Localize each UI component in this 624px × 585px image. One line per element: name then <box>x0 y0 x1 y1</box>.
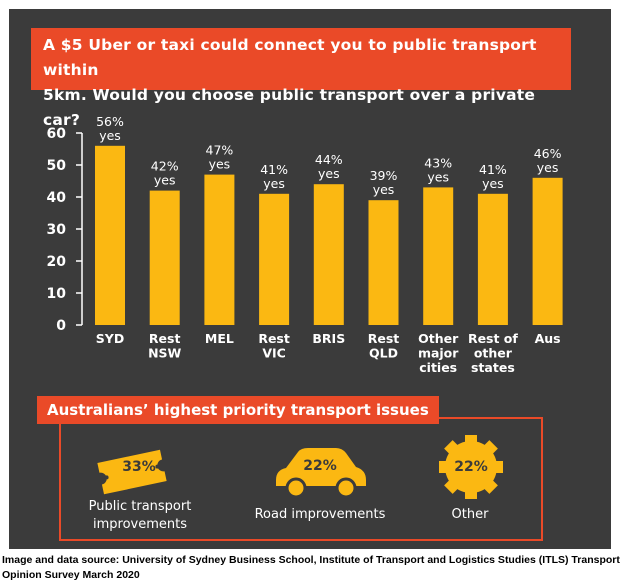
bar-value-label: 41% <box>479 162 507 177</box>
x-category-label: Rest of <box>468 331 518 346</box>
question-line-2: 5km. Would you choose public transport o… <box>43 86 536 129</box>
y-tick-label: 50 <box>47 158 67 174</box>
car-icon <box>276 448 366 499</box>
bar <box>313 184 344 325</box>
bar-value-label: 41% <box>260 162 288 177</box>
bar-value-label: 43% <box>424 155 452 170</box>
bar-value-label: 42% <box>151 159 179 174</box>
issue-label-road: Road improvements <box>250 506 390 524</box>
y-tick-label: 20 <box>47 254 67 270</box>
bar <box>477 193 508 325</box>
x-category-label: QLD <box>369 346 398 361</box>
ticket-icon <box>97 449 167 495</box>
bar-value-suffix: yes <box>99 128 121 143</box>
bar-value-suffix: yes <box>263 176 285 191</box>
y-tick-label: 0 <box>56 318 66 334</box>
x-category-label: Rest <box>149 331 181 346</box>
x-category-label: SYD <box>96 331 124 346</box>
issue-pct-other: 22% <box>454 459 488 475</box>
y-tick-label: 30 <box>47 222 67 238</box>
bar-value-label: 46% <box>534 146 562 161</box>
bar <box>368 200 399 325</box>
bar <box>95 145 125 325</box>
y-tick-label: 40 <box>47 190 67 206</box>
x-category-label: VIC <box>262 346 286 361</box>
bar-value-label: 44% <box>315 152 343 167</box>
issue-label-line: Road improvements <box>254 507 386 522</box>
x-category-label: Other <box>418 331 459 346</box>
bar <box>259 193 290 325</box>
bar <box>204 174 235 325</box>
bar-value-suffix: yes <box>318 166 340 181</box>
y-tick-label: 60 <box>47 126 67 142</box>
x-category-label: Rest <box>258 331 290 346</box>
issue-label-other: Other <box>420 506 520 524</box>
y-tick-label: 10 <box>47 286 67 302</box>
bar-value-suffix: yes <box>482 176 504 191</box>
x-category-label: other <box>474 346 513 361</box>
x-category-label: BRIS <box>312 331 345 346</box>
x-category-label: NSW <box>148 346 181 361</box>
issue-label-public-transport: Public transport improvements <box>75 498 205 534</box>
x-category-label: MEL <box>205 331 234 346</box>
issue-pct-road: 22% <box>303 458 337 474</box>
bar-value-suffix: yes <box>373 182 395 197</box>
issues-title: Australians’ highest priority transport … <box>37 396 439 424</box>
bar <box>423 187 454 325</box>
gear-icon <box>439 435 503 499</box>
issue-label-line: Public transport <box>88 499 192 514</box>
issue-label-line: Other <box>451 507 489 522</box>
bar-value-label: 47% <box>206 143 234 158</box>
x-category-label: Aus <box>535 331 561 346</box>
bar-value-label: 56% <box>96 114 124 129</box>
x-category-label: states <box>471 360 515 375</box>
question-banner: A $5 Uber or taxi could connect you to p… <box>31 28 571 129</box>
bar <box>532 177 563 325</box>
bar-value-suffix: yes <box>537 160 559 175</box>
bar-value-label: 39% <box>370 168 398 183</box>
bar-value-suffix: yes <box>427 169 449 184</box>
x-category-label: cities <box>419 360 457 375</box>
question-line-1: A $5 Uber or taxi could connect you to p… <box>43 36 537 79</box>
issue-pct-public-transport: 33% <box>122 459 156 475</box>
bar-value-suffix: yes <box>209 157 231 172</box>
x-category-label: major <box>418 346 459 361</box>
bar <box>149 190 180 325</box>
source-note: Image and data source: University of Syd… <box>2 554 620 581</box>
bar-chart: 010203040506056%yesSYD42%yesRestNSW47%ye… <box>47 114 563 375</box>
x-category-label: Rest <box>368 331 400 346</box>
bar-value-suffix: yes <box>154 173 176 188</box>
issue-label-line: improvements <box>92 517 187 532</box>
